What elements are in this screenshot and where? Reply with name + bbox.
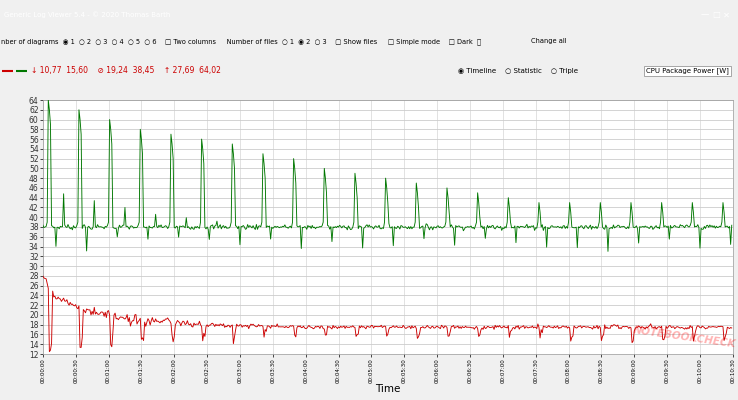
Text: CPU Package Power [W]: CPU Package Power [W] bbox=[646, 68, 728, 74]
Text: ↓ 10,77  15,60    ⊘ 19,24  38,45    ↑ 27,69  64,02: ↓ 10,77 15,60 ⊘ 19,24 38,45 ↑ 27,69 64,0… bbox=[31, 66, 221, 76]
Text: nber of diagrams  ◉ 1  ○ 2  ○ 3  ○ 4  ○ 5  ○ 6    □ Two columns     Number of fi: nber of diagrams ◉ 1 ○ 2 ○ 3 ○ 4 ○ 5 ○ 6… bbox=[1, 38, 481, 44]
Text: Generic Log Viewer 5.4 - © 2020 Thomas Barth: Generic Log Viewer 5.4 - © 2020 Thomas B… bbox=[4, 12, 170, 18]
X-axis label: Time: Time bbox=[375, 384, 401, 394]
Text: ✕: ✕ bbox=[723, 10, 731, 20]
Text: Change all: Change all bbox=[531, 38, 567, 44]
Text: NOTEBOOKCHECK: NOTEBOOKCHECK bbox=[632, 324, 737, 349]
Text: ◉ Timeline    ○ Statistic    ○ Triple: ◉ Timeline ○ Statistic ○ Triple bbox=[458, 68, 578, 74]
Text: —: — bbox=[700, 10, 709, 20]
Text: □: □ bbox=[712, 10, 720, 20]
